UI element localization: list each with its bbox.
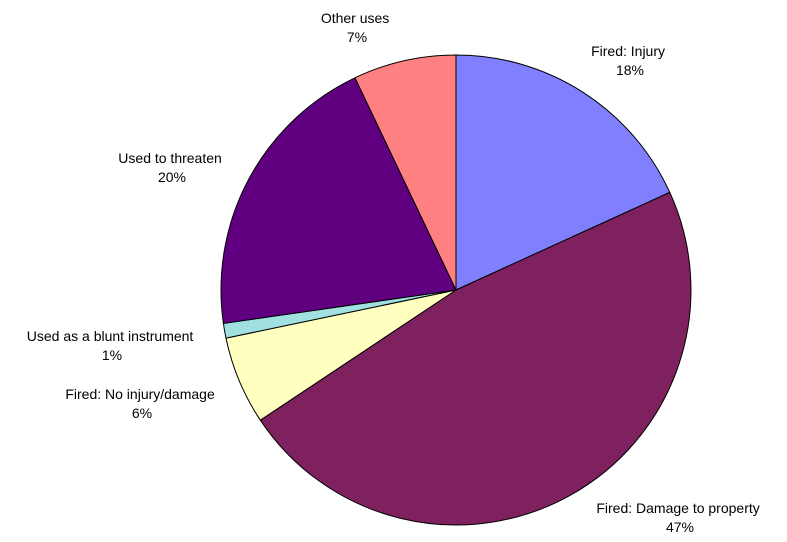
label-other-uses-value: 7% [347,29,367,45]
label-fired-injury-name: Fired: Injury [591,43,665,59]
pie-slice-fired-damage-to-property [259,191,692,526]
label-fired-no-injury-damage-name: Fired: No injury/damage [65,386,215,402]
label-fired-injury: Fired: Injury 18% [591,43,669,78]
pie-slice-other-uses [354,54,457,291]
pie-slice-used-to-threaten [220,77,457,324]
pie-slice-fired-injury [455,54,671,291]
label-fired-damage-to-property-value: 47% [666,519,694,535]
label-used-to-threaten: Used to threaten 20% [118,150,225,185]
pie-slices [220,54,692,526]
label-fired-no-injury-damage: Fired: No injury/damage 6% [65,386,218,421]
label-other-uses: Other uses 7% [321,10,393,45]
label-used-as-a-blunt-instrument-name: Used as a blunt instrument [27,328,194,344]
label-used-as-a-blunt-instrument-value: 1% [102,347,122,363]
label-used-to-threaten-name: Used to threaten [118,150,222,166]
label-fired-no-injury-damage-value: 6% [132,405,152,421]
label-other-uses-name: Other uses [321,10,389,26]
label-used-to-threaten-value: 20% [158,169,186,185]
label-fired-injury-value: 18% [616,62,644,78]
label-fired-damage-to-property: Fired: Damage to property 47% [596,500,763,535]
label-fired-damage-to-property-name: Fired: Damage to property [596,500,759,516]
label-used-as-a-blunt-instrument: Used as a blunt instrument 1% [27,328,197,363]
pie-labels: Fired: Injury 18% Fired: Damage to prope… [27,10,763,535]
